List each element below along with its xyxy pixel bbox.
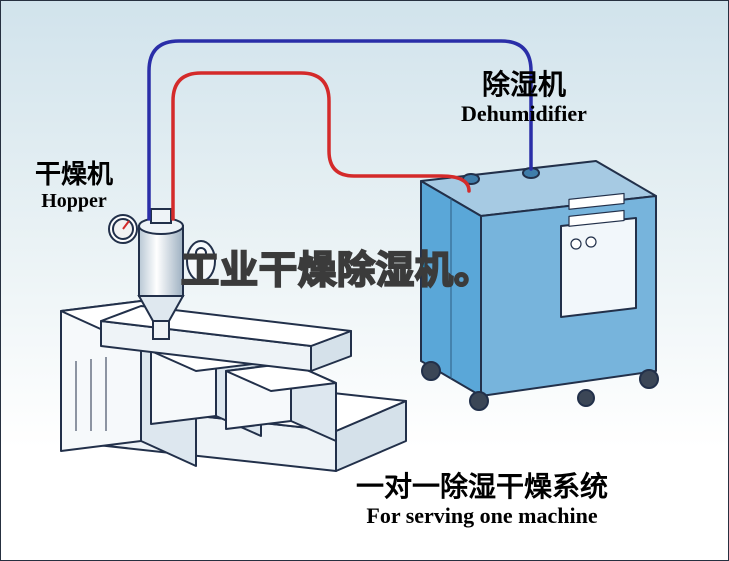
- dehumidifier-label-cn: 除湿机: [461, 71, 587, 102]
- hopper-label-en: Hopper: [35, 190, 113, 212]
- extruder-machine: [61, 301, 406, 471]
- dehumidifier-label: 除湿机 Dehumidifier: [461, 71, 587, 126]
- system-caption: 一对一除湿干燥系统 For serving one machine: [356, 473, 608, 528]
- dehumidifier-label-en: Dehumidifier: [461, 102, 587, 126]
- system-caption-en: For serving one machine: [356, 504, 608, 528]
- hopper-label: 干燥机 Hopper: [35, 161, 113, 212]
- system-caption-cn: 一对一除湿干燥系统: [356, 473, 608, 504]
- hopper-label-cn: 干燥机: [35, 161, 113, 190]
- watermark-text: 工业干燥除湿机。: [181, 239, 493, 294]
